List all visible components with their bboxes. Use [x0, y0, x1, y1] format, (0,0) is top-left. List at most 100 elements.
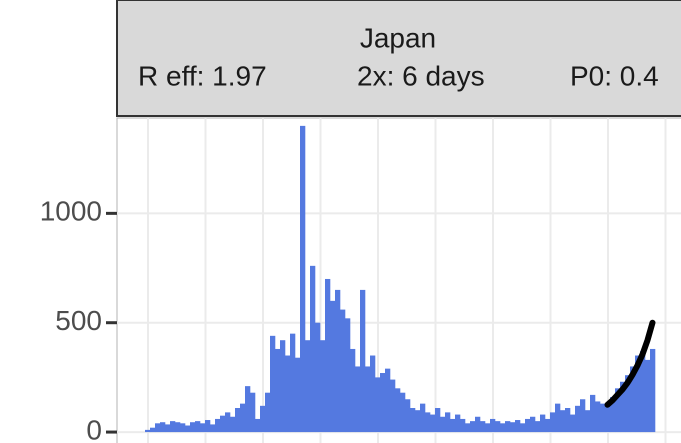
bar	[390, 379, 396, 433]
bar	[305, 340, 311, 433]
bar	[550, 412, 556, 433]
bar	[270, 335, 276, 433]
bar	[355, 366, 361, 433]
bar	[455, 414, 461, 433]
bar	[640, 351, 646, 433]
bar	[505, 421, 511, 433]
bar	[340, 309, 346, 433]
bar	[525, 418, 531, 433]
bar	[360, 289, 366, 433]
bar	[495, 421, 501, 433]
bar	[145, 429, 151, 433]
bar	[565, 408, 571, 433]
bar	[185, 425, 191, 433]
bar	[410, 408, 416, 433]
bar	[490, 418, 496, 433]
bar	[195, 421, 201, 433]
bar	[465, 423, 471, 433]
bar	[575, 405, 581, 433]
bar	[405, 399, 411, 433]
bar	[535, 421, 541, 433]
bar	[350, 348, 356, 433]
fit-line	[604, 319, 656, 408]
bar	[520, 423, 526, 433]
bar	[500, 423, 506, 433]
bar	[530, 416, 536, 433]
y-tick-label: 500	[55, 305, 102, 336]
bar	[300, 125, 306, 433]
bar	[225, 412, 231, 433]
facet-annotation: R eff: 1.97	[138, 60, 267, 91]
bar	[265, 392, 271, 433]
bar	[420, 403, 426, 433]
bar	[175, 422, 181, 433]
bar	[160, 422, 166, 433]
bar	[615, 388, 621, 433]
bar	[415, 410, 421, 433]
bar	[475, 416, 481, 433]
bar	[580, 399, 586, 433]
facet-title: Japan	[360, 22, 436, 53]
y-tick-label: 0	[86, 414, 102, 443]
bar	[650, 348, 656, 433]
bar	[480, 421, 486, 433]
bar	[590, 394, 596, 433]
bar	[220, 415, 226, 433]
bar	[595, 401, 601, 433]
bar	[605, 405, 611, 433]
bar	[260, 405, 266, 433]
bar	[320, 340, 326, 433]
bar	[275, 348, 281, 433]
bar	[250, 392, 256, 433]
bar	[430, 414, 436, 433]
bar	[180, 423, 186, 433]
bar	[510, 422, 516, 433]
bar	[290, 333, 296, 433]
bar	[630, 366, 636, 433]
facet-strip	[116, 0, 681, 117]
bar	[395, 388, 401, 433]
bar	[345, 318, 351, 433]
bar	[280, 340, 286, 433]
bar	[545, 418, 551, 433]
bar	[255, 418, 261, 433]
bar	[570, 414, 576, 433]
bar	[335, 289, 341, 433]
bar	[380, 373, 386, 433]
bar	[485, 423, 491, 433]
bar	[385, 368, 391, 433]
bar	[620, 381, 626, 433]
bar	[315, 322, 321, 433]
bar	[295, 357, 301, 433]
bar	[610, 397, 616, 433]
bar	[235, 408, 241, 433]
facet-annotation: 2x: 6 days	[357, 60, 485, 91]
bar	[400, 392, 406, 433]
bar	[165, 424, 171, 433]
bar	[600, 403, 606, 433]
bar	[245, 386, 251, 433]
bar	[450, 418, 456, 433]
bar	[445, 412, 451, 433]
bar	[215, 418, 221, 433]
bar	[625, 375, 631, 433]
bar	[375, 377, 381, 433]
bar	[230, 416, 236, 433]
bar	[205, 420, 211, 433]
bar	[370, 355, 376, 433]
bar	[240, 403, 246, 433]
bar	[440, 416, 446, 433]
bar	[560, 410, 566, 433]
y-tick-label: 1000	[40, 196, 102, 227]
bar	[460, 418, 466, 433]
bar	[170, 421, 176, 433]
bar	[210, 424, 216, 433]
bar	[330, 300, 336, 433]
bar	[155, 423, 161, 433]
bar	[540, 414, 546, 433]
bar	[150, 427, 156, 433]
bar	[515, 420, 521, 433]
bar	[645, 359, 651, 433]
bar	[425, 412, 431, 433]
